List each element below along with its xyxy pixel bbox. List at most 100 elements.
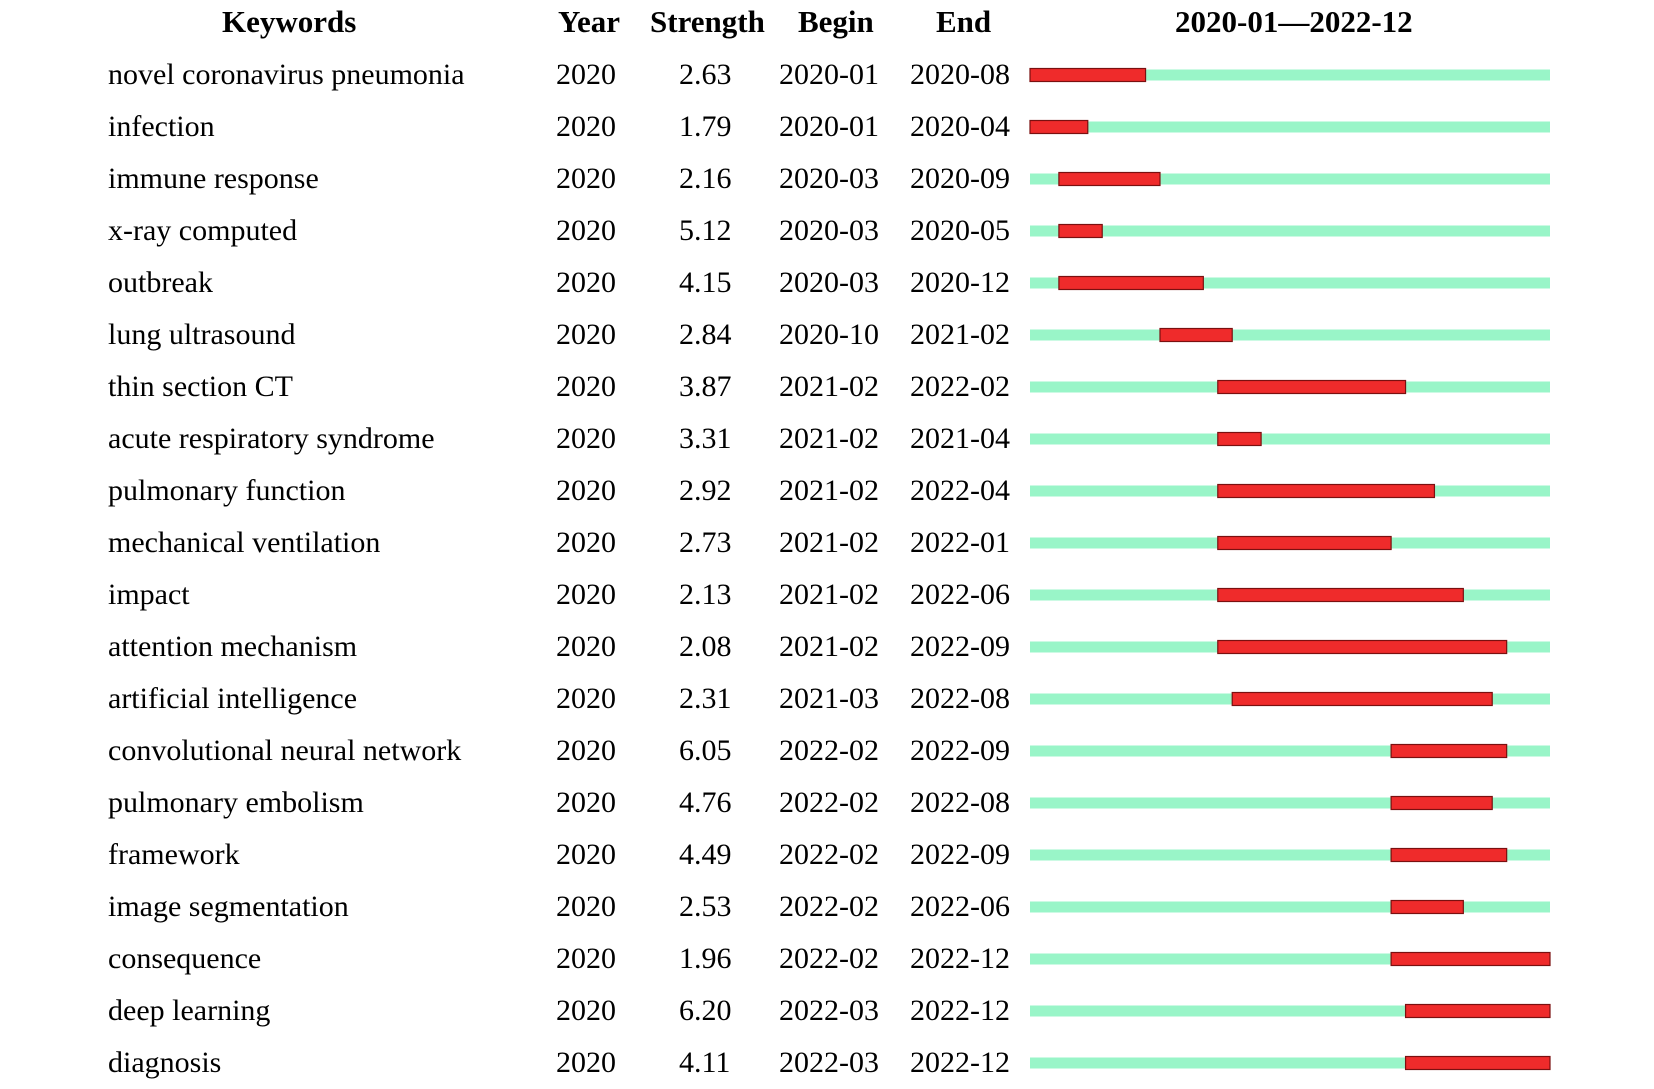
burst-bar bbox=[1217, 431, 1262, 447]
timeline-baseline bbox=[1030, 225, 1550, 237]
end-cell: 2022-01 bbox=[910, 526, 1010, 559]
end-cell: 2022-09 bbox=[910, 734, 1010, 767]
begin-cell: 2021-02 bbox=[779, 474, 879, 507]
timeline-baseline bbox=[1030, 433, 1550, 445]
table-row: diagnosis 2020 4.11 2022-03 2022-12 bbox=[0, 1037, 1654, 1089]
burst-timeline bbox=[1030, 327, 1550, 343]
keyword-cell: thin section CT bbox=[108, 370, 293, 403]
burst-bar bbox=[1217, 379, 1407, 395]
strength-cell: 1.79 bbox=[679, 110, 732, 143]
keyword-cell: acute respiratory syndrome bbox=[108, 422, 435, 455]
strength-cell: 2.13 bbox=[679, 578, 732, 611]
burst-bar bbox=[1390, 743, 1508, 759]
keyword-cell: attention mechanism bbox=[108, 630, 358, 663]
end-cell: 2022-12 bbox=[910, 994, 1010, 1027]
timeline-baseline bbox=[1030, 849, 1550, 861]
year-cell: 2020 bbox=[556, 994, 616, 1027]
timeline-baseline bbox=[1030, 1005, 1550, 1017]
burst-bar bbox=[1404, 1055, 1551, 1071]
burst-timeline bbox=[1030, 275, 1550, 291]
burst-timeline bbox=[1030, 1003, 1551, 1019]
strength-cell: 3.87 bbox=[679, 370, 732, 403]
timeline-baseline bbox=[1030, 901, 1550, 913]
year-cell: 2020 bbox=[556, 942, 616, 975]
year-cell: 2020 bbox=[556, 162, 616, 195]
begin-cell: 2022-03 bbox=[779, 994, 879, 1027]
burst-timeline bbox=[1030, 847, 1550, 863]
keyword-cell: x-ray computed bbox=[108, 214, 298, 247]
keyword-cell: deep learning bbox=[108, 994, 271, 1027]
strength-cell: 2.53 bbox=[679, 890, 732, 923]
table-row: lung ultrasound 2020 2.84 2020-10 2021-02 bbox=[0, 309, 1654, 361]
begin-cell: 2022-03 bbox=[779, 1046, 879, 1079]
end-cell: 2020-08 bbox=[910, 58, 1010, 91]
year-cell: 2020 bbox=[556, 58, 616, 91]
end-cell: 2022-09 bbox=[910, 630, 1010, 663]
burst-timeline bbox=[1029, 119, 1550, 135]
burst-timeline bbox=[1030, 951, 1551, 967]
timeline-baseline bbox=[1030, 121, 1550, 133]
strength-cell: 2.16 bbox=[679, 162, 732, 195]
end-cell: 2022-06 bbox=[910, 890, 1010, 923]
table-row: outbreak 2020 4.15 2020-03 2020-12 bbox=[0, 257, 1654, 309]
strength-cell: 6.05 bbox=[679, 734, 732, 767]
strength-cell: 2.84 bbox=[679, 318, 732, 351]
header-end: End bbox=[936, 4, 992, 39]
year-cell: 2020 bbox=[556, 838, 616, 871]
table-row: artificial intelligence 2020 2.31 2021-03 20… bbox=[0, 673, 1654, 725]
header-year: Year bbox=[558, 4, 620, 39]
burst-timeline bbox=[1030, 223, 1550, 239]
keyword-cell: pulmonary embolism bbox=[108, 786, 364, 819]
begin-cell: 2022-02 bbox=[779, 786, 879, 819]
begin-cell: 2020-01 bbox=[779, 58, 879, 91]
begin-cell: 2020-01 bbox=[779, 110, 879, 143]
end-cell: 2020-12 bbox=[910, 266, 1010, 299]
end-cell: 2022-08 bbox=[910, 786, 1010, 819]
burst-timeline bbox=[1030, 743, 1550, 759]
keyword-cell: diagnosis bbox=[108, 1046, 222, 1079]
strength-cell: 5.12 bbox=[679, 214, 732, 247]
begin-cell: 2022-02 bbox=[779, 942, 879, 975]
begin-cell: 2020-10 bbox=[779, 318, 879, 351]
end-cell: 2020-05 bbox=[910, 214, 1010, 247]
begin-cell: 2021-02 bbox=[779, 422, 879, 455]
keyword-cell: artificial intelligence bbox=[108, 682, 358, 715]
keyword-cell: lung ultrasound bbox=[108, 318, 296, 351]
table-row: consequence 2020 1.96 2022-02 2022-12 bbox=[0, 933, 1654, 985]
header-begin: Begin bbox=[798, 4, 874, 39]
burst-bar bbox=[1217, 639, 1508, 655]
burst-bar bbox=[1029, 119, 1089, 135]
year-cell: 2020 bbox=[556, 682, 616, 715]
year-cell: 2020 bbox=[556, 526, 616, 559]
timeline-baseline bbox=[1030, 953, 1550, 965]
begin-cell: 2020-03 bbox=[779, 214, 879, 247]
table-row: framework 2020 4.49 2022-02 2022-09 bbox=[0, 829, 1654, 881]
table-row: attention mechanism 2020 2.08 2021-02 2022-0… bbox=[0, 621, 1654, 673]
table-row: acute respiratory syndrome 2020 3.31 2021-0… bbox=[0, 413, 1654, 465]
table-row: x-ray computed 2020 5.12 2020-03 2020-05 bbox=[0, 205, 1654, 257]
burst-timeline bbox=[1029, 67, 1550, 83]
timeline-baseline bbox=[1030, 173, 1550, 185]
table-row: mechanical ventilation 2020 2.73 2021-02 202… bbox=[0, 517, 1654, 569]
begin-cell: 2021-03 bbox=[779, 682, 879, 715]
header-keywords: Keywords bbox=[222, 4, 357, 39]
end-cell: 2022-08 bbox=[910, 682, 1010, 715]
burst-timeline bbox=[1030, 639, 1550, 655]
burst-bar bbox=[1390, 795, 1493, 811]
strength-cell: 2.31 bbox=[679, 682, 732, 715]
year-cell: 2020 bbox=[556, 474, 616, 507]
table-row: impact 2020 2.13 2021-02 2022-06 bbox=[0, 569, 1654, 621]
end-cell: 2022-04 bbox=[910, 474, 1010, 507]
burst-bar bbox=[1159, 327, 1233, 343]
year-cell: 2020 bbox=[556, 890, 616, 923]
keyword-cell: immune response bbox=[108, 162, 319, 195]
keyword-cell: consequence bbox=[108, 942, 262, 975]
timeline-baseline bbox=[1030, 329, 1550, 341]
burst-bar bbox=[1058, 275, 1204, 291]
strength-cell: 2.92 bbox=[679, 474, 732, 507]
strength-cell: 3.31 bbox=[679, 422, 732, 455]
burst-bar bbox=[1390, 899, 1464, 915]
keyword-cell: novel coronavirus pneumonia bbox=[108, 58, 465, 91]
end-cell: 2020-09 bbox=[910, 162, 1010, 195]
burst-timeline bbox=[1030, 691, 1550, 707]
